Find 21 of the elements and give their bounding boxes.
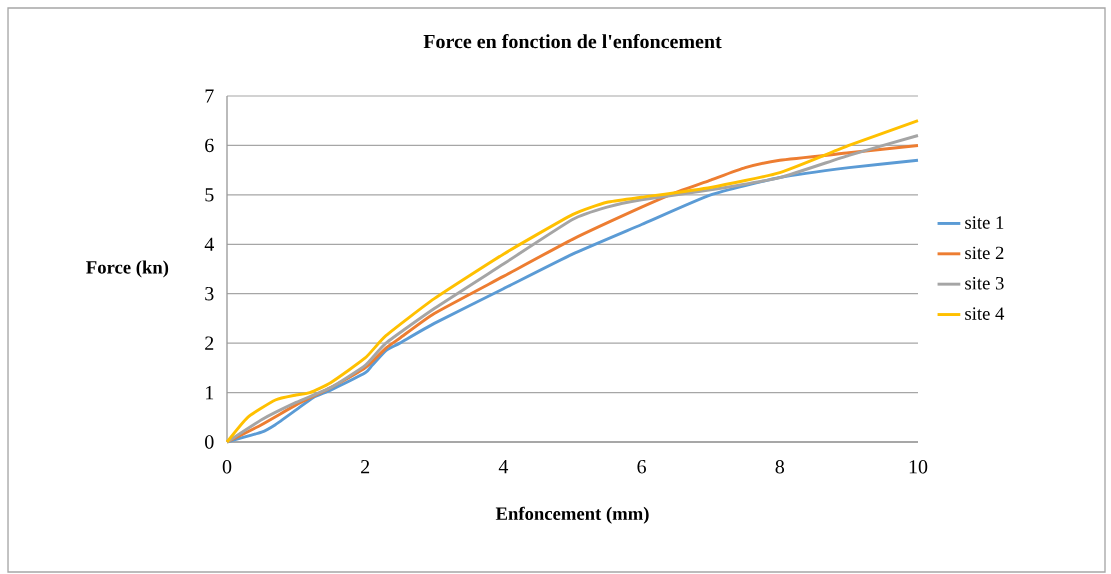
x-tick-label: 6 [637,460,647,474]
y-axis-title: Force (kn) [86,260,169,278]
chart-title: Force en fonction de l'enfoncement [423,34,722,49]
y-tick-label: 7 [205,89,214,103]
x-tick-label: 8 [775,460,785,474]
y-tick-label: 3 [205,286,214,301]
y-tick-label: 6 [205,138,214,153]
y-tick-label: 5 [205,188,214,202]
x-tick-label: 10 [909,460,928,474]
x-tick-label: 0 [222,460,232,474]
legend-label: site 1 [965,216,1004,229]
legend-label: site 2 [965,246,1004,260]
x-axis-title: Enfoncement (mm) [495,506,649,524]
y-tick-label: 0 [205,435,214,449]
x-tick-label: 2 [361,460,370,474]
y-tick-label: 1 [206,385,214,400]
y-tick-label: 4 [204,237,214,251]
x-tick-label: 4 [498,460,509,474]
legend-label: site 4 [965,307,1005,320]
y-tick-label: 2 [205,336,214,350]
legend-label: site 3 [965,276,1004,290]
